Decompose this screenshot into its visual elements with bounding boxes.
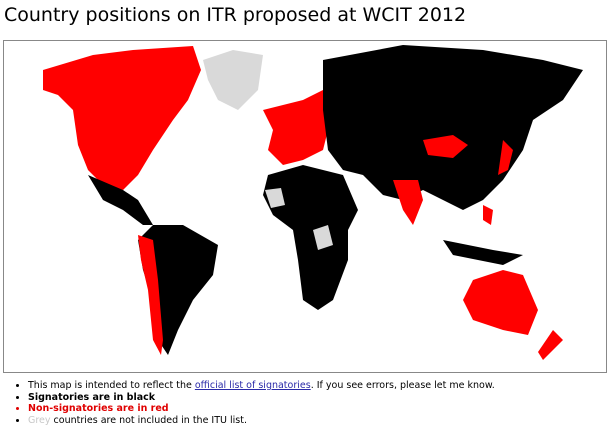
notes: This map is intended to reflect the offi… [0,380,495,426]
indonesia [443,240,523,265]
note-text: Non-signatories are in red [28,403,169,414]
australia [463,270,538,335]
title: Country positions on ITR proposed at WCI… [4,4,467,26]
west-south-america [138,235,163,355]
africa [263,165,358,310]
note: Grey countries are not included in the I… [28,415,495,427]
africa-grey [313,225,333,250]
note-text: This map is intended to reflect the [28,380,195,391]
note-text: countries are not included in the ITU li… [50,414,247,426]
greenland [203,50,263,110]
north-america [43,46,201,190]
note: This map is intended to reflect the offi… [28,380,495,392]
note: Signatories are in black [28,392,495,404]
philippines [483,205,493,225]
signatories-link[interactable]: official list of signatories [194,380,311,391]
note: Non-signatories are in red [28,403,495,415]
africa-grey-2 [265,188,285,208]
new-zealand [538,330,563,360]
world-map [3,40,607,373]
note-text: Signatories are in black [28,391,156,403]
mongolia [423,135,468,158]
asia [323,45,583,210]
india [393,180,423,225]
note-text: . If you see errors, please let me know. [310,380,495,391]
note-highlight: Grey [28,414,51,426]
europe [263,90,333,165]
central-america [88,175,153,225]
japan [498,140,513,175]
